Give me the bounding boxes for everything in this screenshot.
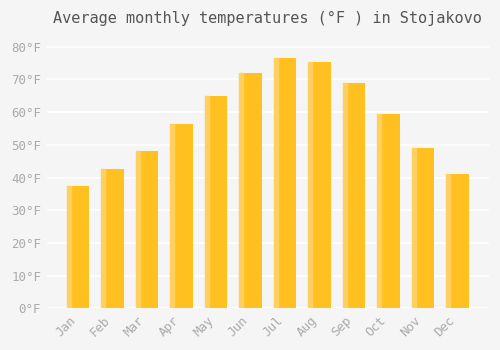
Bar (240, 73, 262, 308)
Bar (67, 186, 89, 308)
Bar (274, 58, 278, 308)
Bar (308, 62, 312, 308)
Bar (240, 73, 244, 308)
Bar (308, 62, 331, 308)
Bar (378, 114, 400, 308)
Bar (446, 174, 450, 308)
Bar (343, 83, 347, 308)
Bar (170, 124, 174, 308)
Bar (136, 152, 140, 308)
Bar (446, 174, 469, 308)
Bar (412, 148, 434, 308)
Bar (136, 152, 158, 308)
Bar (205, 96, 209, 308)
Bar (343, 83, 365, 308)
Bar (102, 169, 124, 308)
Bar (67, 186, 71, 308)
Bar (274, 58, 296, 308)
Bar (205, 96, 227, 308)
Bar (170, 124, 192, 308)
Bar (378, 114, 382, 308)
Bar (102, 169, 105, 308)
Title: Average monthly temperatures (°F ) in Stojakovo: Average monthly temperatures (°F ) in St… (54, 11, 482, 26)
Bar (412, 148, 416, 308)
